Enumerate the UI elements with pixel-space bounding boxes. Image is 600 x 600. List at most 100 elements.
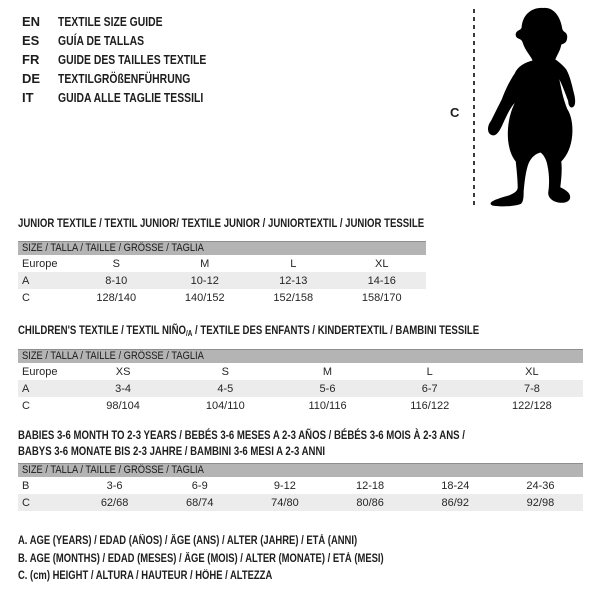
table-cell: L (290, 257, 297, 270)
language-row: EN TEXTILE SIZE GUIDE (22, 12, 243, 31)
row-label: A (22, 274, 30, 287)
table-cell: 4-5 (217, 382, 234, 395)
table-row: C 128/140 140/152 152/158 158/170 (18, 289, 426, 306)
language-row: ES GUÍA DE TALLAS (22, 31, 243, 50)
section-title-junior: JUNIOR TEXTILE / TEXTIL JUNIOR/ TEXTILE … (18, 215, 526, 231)
table-cell: 6-9 (191, 479, 208, 492)
legend-line: A. AGE (YEARS) / EDAD (AÑOS) / ÂGE (ANS)… (18, 533, 464, 551)
language-title-list: EN TEXTILE SIZE GUIDE ES GUÍA DE TALLAS FR GU… (22, 12, 243, 107)
table-cell: 98/104 (106, 399, 140, 412)
legend-line: B. AGE (MONTHS) / EDAD (MESES) / ÂGE (MO… (18, 551, 464, 569)
table-cell: 152/158 (273, 291, 314, 304)
table-cell: 68/74 (185, 496, 214, 509)
size-header-text: SIZE / TALLA / TAILLE / GRÖSSE / TAGLIA (22, 350, 204, 362)
table-cell: 10-12 (190, 274, 219, 287)
table-cell: 9-12 (273, 479, 296, 492)
size-table-junior: SIZE / TALLA / TAILLE / GRÖSSE / TAGLIA … (18, 241, 426, 306)
legend-line: C. (cm) HEIGHT / ALTURA / HAUTEUR / HÖHE… (18, 568, 464, 586)
toddler-silhouette-path (488, 7, 576, 207)
language-code: EN (22, 14, 41, 29)
size-header-text: SIZE / TALLA / TAILLE / GRÖSSE / TAGLIA (22, 242, 204, 254)
row-label: Europe (22, 365, 58, 378)
table-row: Europe S M L XL (18, 255, 426, 272)
table-cell: 5-6 (319, 382, 336, 395)
language-row: FR GUIDE DES TAILLES TEXTILE (22, 50, 243, 69)
section-title-junior-text: JUNIOR TEXTILE / TEXTIL JUNIOR/ TEXTILE … (18, 216, 425, 230)
table-row: A 8-10 10-12 12-13 14-16 (18, 272, 426, 289)
language-row: DE TEXTILGRÖßENFÜHRUNG (22, 69, 243, 88)
table-cell: S (112, 257, 120, 270)
size-table-children-rows: Europe XS S M L XL A 3-4 4-5 5-6 6-7 7-8 C 98/104 104/… (18, 363, 583, 414)
language-code: IT (22, 90, 34, 105)
language-code: DE (22, 71, 41, 86)
table-cell: 12-18 (356, 479, 385, 492)
table-cell: 12-13 (279, 274, 308, 287)
section-title-babies-line1: BABIES 3-6 MONTH TO 2-3 YEARS / BEBÉS 3-… (18, 428, 465, 442)
height-measure-label: C (450, 105, 460, 120)
table-cell: 80/86 (356, 496, 384, 509)
table-cell: XL (375, 257, 389, 270)
table-row: A 3-4 4-5 5-6 6-7 7-8 (18, 380, 583, 397)
table-cell: 104/110 (205, 399, 245, 412)
table-cell: 3-6 (106, 479, 123, 492)
row-label: C (22, 399, 30, 412)
language-row: IT GUIDA ALLE TAGLIE TESSILI (22, 88, 243, 107)
row-label: C (22, 291, 30, 304)
section-title-babies-line2: BABYS 3-6 MONATE BIS 2-3 JAHRE / BAMBINI… (18, 444, 326, 458)
language-guide-title: GUIDE DES TAILLES TEXTILE (58, 52, 207, 67)
table-cell: 6-7 (421, 382, 438, 395)
size-header-bar: SIZE / TALLA / TAILLE / GRÖSSE / TAGLIA (18, 241, 426, 255)
language-code: ES (22, 33, 40, 48)
language-code: FR (22, 52, 40, 67)
table-cell: 74/80 (271, 496, 299, 509)
legend-text: A. AGE (YEARS) / EDAD (AÑOS) / ÂGE (ANS)… (18, 535, 358, 547)
table-cell: XL (525, 365, 539, 378)
size-table-babies-rows: B 3-6 6-9 9-12 12-18 18-24 24-36 C 62/68 68/74 74/… (18, 477, 583, 511)
language-guide-title: GUIDA ALLE TAGLIE TESSILI (58, 90, 204, 105)
table-cell: 86/92 (441, 496, 470, 509)
size-table-babies: SIZE / TALLA / TAILLE / GRÖSSE / TAGLIA … (18, 463, 583, 511)
table-cell: 116/122 (410, 399, 450, 412)
table-cell: L (426, 365, 433, 378)
legend-text: B. AGE (MONTHS) / EDAD (MESES) / ÂGE (MO… (18, 552, 384, 565)
table-cell: S (221, 365, 229, 378)
table-row: C 62/68 68/74 74/80 80/86 86/92 92/98 (18, 494, 583, 511)
table-cell: 110/116 (308, 399, 347, 412)
table-cell: 24-36 (526, 479, 555, 492)
measure-legend: A. AGE (YEARS) / EDAD (AÑOS) / ÂGE (ANS)… (18, 533, 464, 586)
table-cell: M (200, 257, 210, 270)
section-title-babies: BABIES 3-6 MONTH TO 2-3 YEARS / BEBÉS 3-… (18, 427, 577, 459)
table-cell: 92/98 (526, 496, 555, 509)
size-header-bar: SIZE / TALLA / TAILLE / GRÖSSE / TAGLIA (18, 349, 583, 363)
row-label: Europe (22, 257, 58, 270)
language-guide-title: TEXTILGRÖßENFÜHRUNG (58, 71, 191, 86)
table-cell: 8-10 (105, 274, 128, 287)
table-cell: XS (115, 365, 131, 378)
table-row: Europe XS S M L XL (18, 363, 583, 380)
table-row: C 98/104 104/110 110/116 116/122 122/128 (18, 397, 583, 414)
language-guide-title: TEXTILE SIZE GUIDE (58, 14, 163, 29)
toddler-silhouette-icon (488, 7, 576, 207)
row-label: C (22, 496, 30, 509)
size-header-text: SIZE / TALLA / TAILLE / GRÖSSE / TAGLIA (22, 464, 204, 476)
language-guide-title: GUÍA DE TALLAS (58, 33, 145, 48)
height-measure-dashed-line (473, 9, 475, 206)
table-cell: 3-4 (115, 382, 132, 395)
table-cell: 62/68 (100, 496, 129, 509)
table-row: B 3-6 6-9 9-12 12-18 18-24 24-36 (18, 477, 583, 494)
title-pre: CHILDREN'S TEXTILE / TEXTIL NIÑO (18, 323, 186, 337)
table-cell: 158/170 (361, 291, 402, 304)
title-post: / TEXTILE DES ENFANTS / KINDERTEXTIL / B… (192, 323, 480, 337)
legend-text: C. (cm) HEIGHT / ALTURA / HAUTEUR / HÖHE… (18, 570, 273, 582)
title-subscript: /A (185, 329, 193, 338)
size-table-junior-rows: Europe S M L XL A 8-10 10-12 12-13 14-16 C 128/140 1… (18, 255, 426, 306)
section-title-children-text: CHILDREN'S TEXTILE / TEXTIL NIÑO/A / TEX… (18, 322, 479, 342)
size-table-children: SIZE / TALLA / TAILLE / GRÖSSE / TAGLIA … (18, 349, 583, 414)
table-cell: 18-24 (441, 479, 470, 492)
table-cell: 140/152 (184, 291, 225, 304)
size-header-bar: SIZE / TALLA / TAILLE / GRÖSSE / TAGLIA (18, 463, 583, 477)
table-cell: 128/140 (96, 291, 137, 304)
table-cell: 14-16 (367, 274, 396, 287)
table-cell: M (322, 365, 333, 378)
